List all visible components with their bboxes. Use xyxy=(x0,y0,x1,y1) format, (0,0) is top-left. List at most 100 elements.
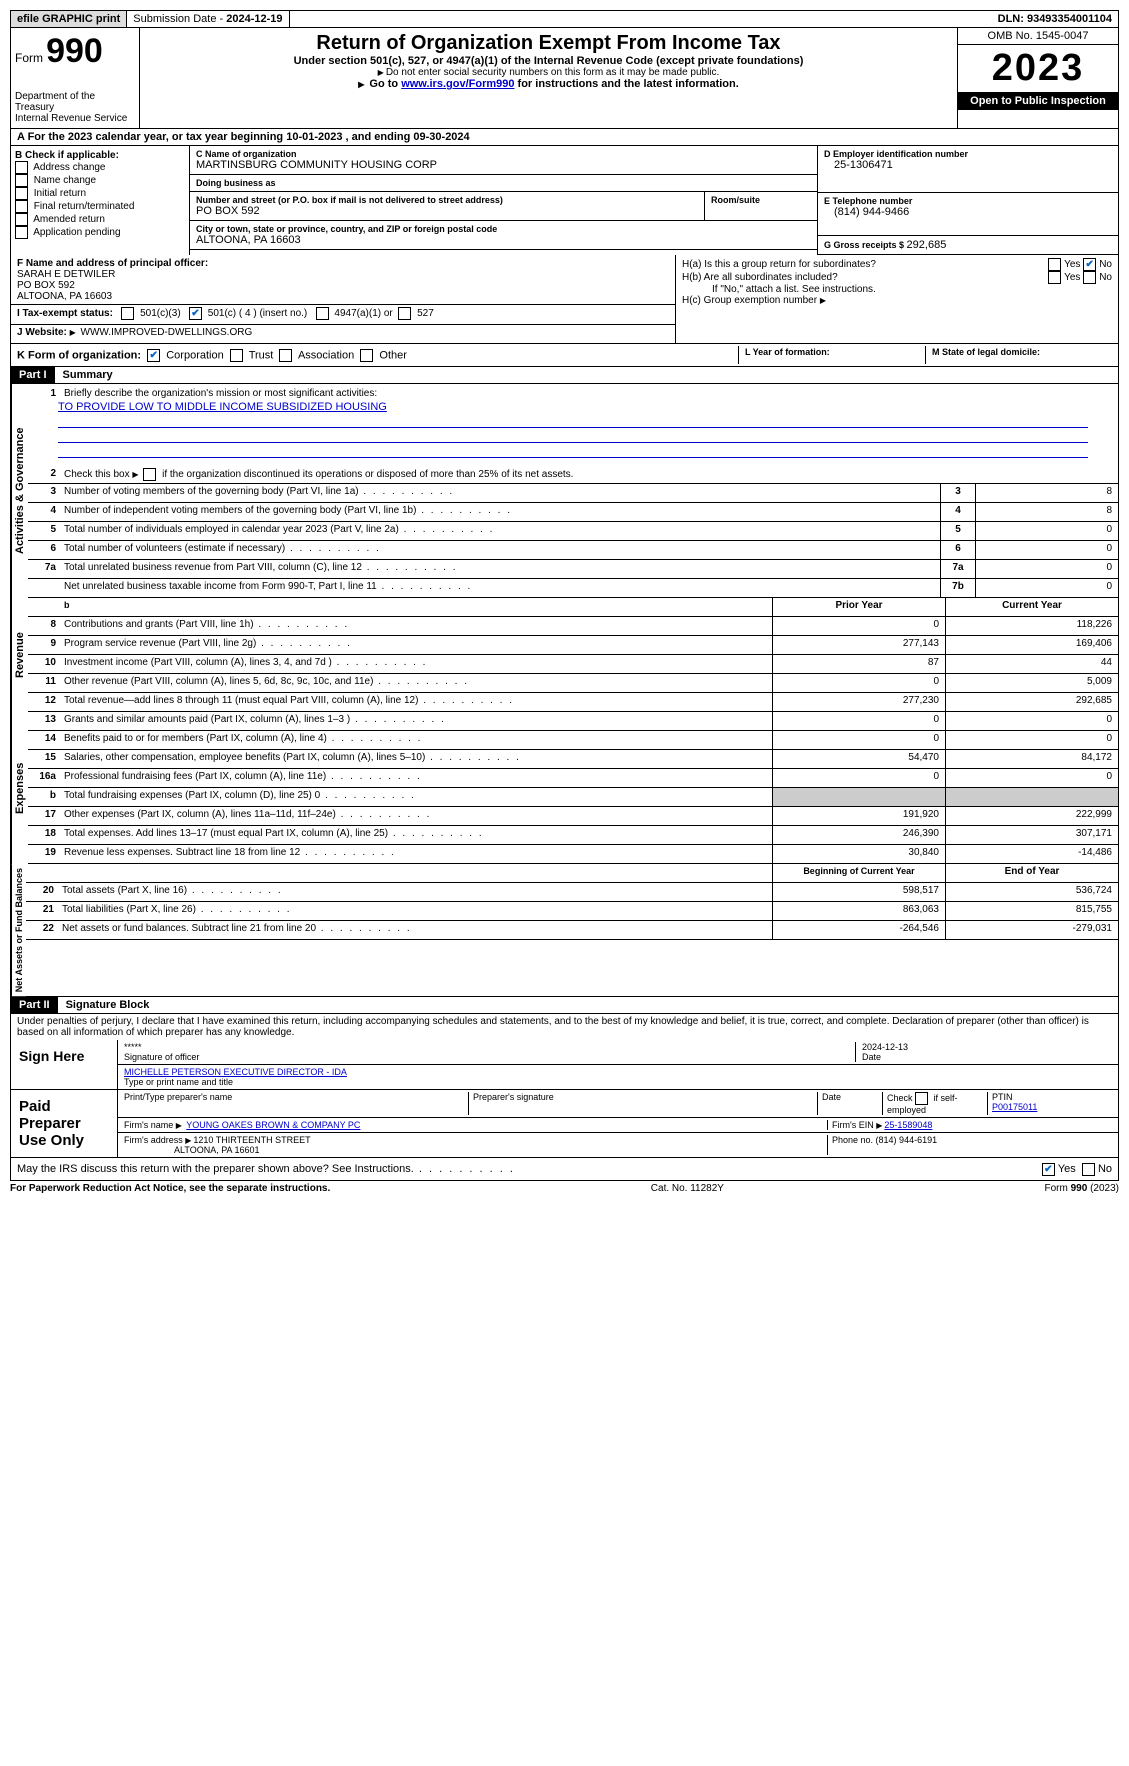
officer-street: PO BOX 592 xyxy=(17,280,669,291)
tax-year: 2023 xyxy=(958,45,1118,93)
irs-link[interactable]: www.irs.gov/Form990 xyxy=(401,78,514,90)
identification-block: B Check if applicable: Address change Na… xyxy=(10,146,1119,255)
officer-label: F Name and address of principal officer: xyxy=(17,258,669,269)
year-formation-label: L Year of formation: xyxy=(745,347,830,357)
assoc-checkbox[interactable] xyxy=(279,349,292,362)
paperwork-notice: For Paperwork Reduction Act Notice, see … xyxy=(10,1183,330,1194)
side-label-revenue: Revenue xyxy=(11,598,28,712)
colb-checkbox[interactable] xyxy=(15,187,28,200)
phone-label-e: E Telephone number xyxy=(824,196,1112,206)
mission-text[interactable]: TO PROVIDE LOW TO MIDDLE INCOME SUBSIDIZ… xyxy=(58,401,387,413)
website-value: WWW.IMPROVED-DWELLINGS.ORG xyxy=(81,327,253,338)
other-checkbox[interactable] xyxy=(360,349,373,362)
city-value: ALTOONA, PA 16603 xyxy=(196,234,811,246)
gross-receipts-label: G Gross receipts $ xyxy=(824,240,907,250)
side-label-net: Net Assets or Fund Balances xyxy=(11,864,26,996)
discuss-no-checkbox[interactable] xyxy=(1082,1163,1095,1176)
4947-checkbox[interactable] xyxy=(316,307,329,320)
firm-ein-link[interactable]: 25-1589048 xyxy=(884,1120,932,1130)
officer-name: SARAH E DETWILER xyxy=(17,269,669,280)
form-org-label: K Form of organization: xyxy=(17,349,141,361)
colb-checkbox[interactable] xyxy=(15,200,28,213)
return-title: Return of Organization Exempt From Incom… xyxy=(144,32,953,55)
submission-date: 2024-12-19 xyxy=(226,13,282,25)
sign-here-block: Sign Here ***** Signature of officer 202… xyxy=(10,1040,1119,1090)
h-a-label: H(a) Is this a group return for subordin… xyxy=(682,259,1048,270)
colb-checkbox[interactable] xyxy=(15,213,28,226)
paid-preparer-block: Paid Preparer Use Only Print/Type prepar… xyxy=(10,1090,1119,1158)
part-1-title: Summary xyxy=(55,367,121,383)
sign-here-label: Sign Here xyxy=(11,1040,118,1089)
dept-treasury: Department of the Treasury Internal Reve… xyxy=(15,91,135,124)
self-employed-checkbox[interactable] xyxy=(915,1092,928,1105)
top-toolbar: efile GRAPHIC print Submission Date - 20… xyxy=(10,10,1119,28)
colb-checkbox[interactable] xyxy=(15,161,28,174)
street-value: PO BOX 592 xyxy=(196,205,698,217)
gross-receipts-value: 292,685 xyxy=(907,239,947,251)
form-number: 990 xyxy=(46,32,103,70)
begin-year-header: Beginning of Current Year xyxy=(772,864,945,882)
527-checkbox[interactable] xyxy=(398,307,411,320)
discuss-row: May the IRS discuss this return with the… xyxy=(10,1158,1119,1181)
summary-net-assets: Net Assets or Fund Balances Beginning of… xyxy=(10,864,1119,997)
section-a-tax-year: A For the 2023 calendar year, or tax yea… xyxy=(10,129,1119,146)
part-2-title: Signature Block xyxy=(58,997,158,1013)
street-label: Number and street (or P.O. box if mail i… xyxy=(196,195,698,205)
part-1-badge: Part I xyxy=(11,367,55,383)
current-year-header: Current Year xyxy=(945,598,1118,616)
ptin-link[interactable]: P00175011 xyxy=(992,1102,1037,1112)
open-to-public: Open to Public Inspection xyxy=(958,93,1118,110)
catalog-number: Cat. No. 11282Y xyxy=(651,1183,724,1194)
sub-line-1: Under section 501(c), 527, or 4947(a)(1)… xyxy=(144,55,953,67)
hb-no-checkbox[interactable] xyxy=(1083,271,1096,284)
submission-date-cell: Submission Date - 2024-12-19 xyxy=(127,11,289,27)
col-b-label: B Check if applicable: xyxy=(15,150,185,161)
dln-value: 93493354001104 xyxy=(1027,13,1112,25)
trust-checkbox[interactable] xyxy=(230,349,243,362)
section-k-l-m: K Form of organization: Corporation Trus… xyxy=(10,344,1119,367)
dba-label: Doing business as xyxy=(196,178,811,188)
form-word: Form xyxy=(15,51,43,65)
org-name: MARTINSBURG COMMUNITY HOUSING CORP xyxy=(196,159,811,171)
dln-cell: DLN: 93493354001104 xyxy=(992,11,1118,27)
officer-signed-name[interactable]: MICHELLE PETERSON EXECUTIVE DIRECTOR - I… xyxy=(124,1067,347,1077)
paid-preparer-label: Paid Preparer Use Only xyxy=(11,1090,118,1157)
firm-name-link[interactable]: YOUNG OAKES BROWN & COMPANY PC xyxy=(186,1120,360,1130)
omb-number: OMB No. 1545-0047 xyxy=(958,28,1118,45)
phone-value-e: (814) 944-9466 xyxy=(824,206,1112,218)
org-name-label: C Name of organization xyxy=(196,149,811,159)
part-2-header: Part II Signature Block xyxy=(10,997,1119,1014)
sub-line-2: Do not enter social security numbers on … xyxy=(144,67,953,78)
penalties-text: Under penalties of perjury, I declare th… xyxy=(10,1014,1119,1040)
page-footer: For Paperwork Reduction Act Notice, see … xyxy=(10,1181,1119,1196)
h-b-label: H(b) Are all subordinates included? xyxy=(682,272,1048,283)
end-year-header: End of Year xyxy=(945,864,1118,882)
tax-exempt-label: I Tax-exempt status: xyxy=(17,308,113,319)
sub-line-3: Go to www.irs.gov/Form990 for instructio… xyxy=(144,78,953,90)
colb-checkbox[interactable] xyxy=(15,174,28,187)
side-label-expenses: Expenses xyxy=(11,712,28,864)
summary-expenses: Expenses 13Grants and similar amounts pa… xyxy=(10,712,1119,864)
discontinued-checkbox[interactable] xyxy=(143,468,156,481)
prior-year-header: Prior Year xyxy=(772,598,945,616)
corp-checkbox[interactable] xyxy=(147,349,160,362)
efile-print-button[interactable]: efile GRAPHIC print xyxy=(11,11,127,27)
ha-no-checkbox[interactable] xyxy=(1083,258,1096,271)
ha-yes-checkbox[interactable] xyxy=(1048,258,1061,271)
501c-checkbox[interactable] xyxy=(189,307,202,320)
room-label: Room/suite xyxy=(711,195,811,205)
hb-yes-checkbox[interactable] xyxy=(1048,271,1061,284)
officer-city: ALTOONA, PA 16603 xyxy=(17,291,669,302)
ein-label: D Employer identification number xyxy=(824,149,1112,159)
501c3-checkbox[interactable] xyxy=(121,307,134,320)
part-1-header: Part I Summary xyxy=(10,367,1119,384)
ein-value: 25-1306471 xyxy=(824,159,1112,171)
section-f-h: F Name and address of principal officer:… xyxy=(10,255,1119,344)
discuss-yes-checkbox[interactable] xyxy=(1042,1163,1055,1176)
summary-governance: Activities & Governance 1 Briefly descri… xyxy=(10,384,1119,598)
h-b-note: If "No," attach a list. See instructions… xyxy=(682,284,1112,295)
colb-checkbox[interactable] xyxy=(15,226,28,239)
side-label-governance: Activities & Governance xyxy=(11,384,28,598)
h-c-label: H(c) Group exemption number xyxy=(682,295,1112,306)
part-2-badge: Part II xyxy=(11,997,58,1013)
